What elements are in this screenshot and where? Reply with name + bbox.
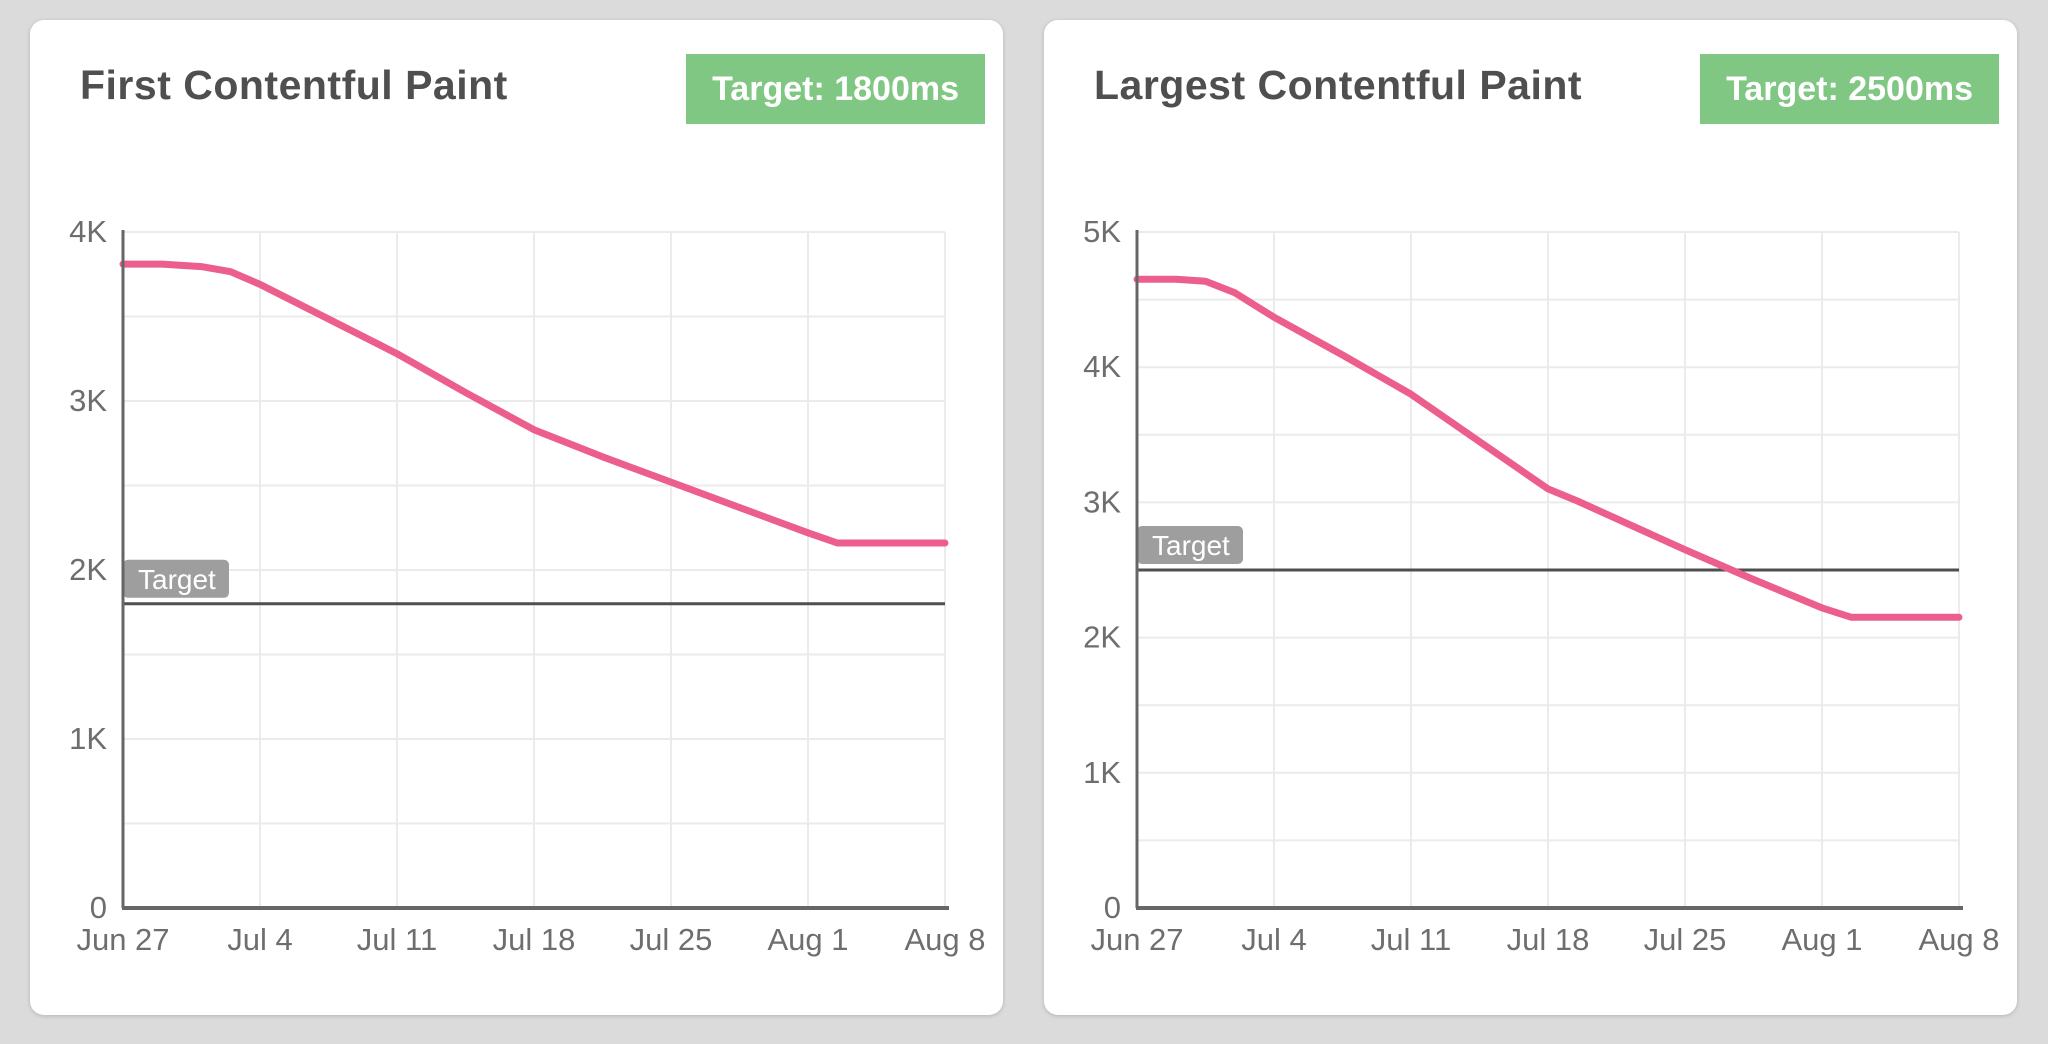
target-label-text: Target [138, 564, 216, 595]
y-axis-tick-label: 4K [69, 214, 107, 249]
x-axis-tick-label: Aug 1 [767, 922, 848, 957]
x-axis-tick-label: Jul 18 [1507, 922, 1590, 957]
y-axis-tick-label: 0 [1104, 890, 1121, 925]
x-axis-tick-label: Jul 11 [1371, 922, 1451, 957]
x-axis-tick-label: Aug 1 [1781, 922, 1862, 957]
x-axis-tick-label: Jul 4 [227, 922, 292, 957]
fcp-line-chart: Target 0 1K 2K 3K 4K Jun 27 Jul 4 Jul 11 Jul 18 Ju… [30, 135, 1003, 1015]
chart-svg: Target 0 1K 2K 3K 4K 5K Jun 27 Jul 4 Jul 11 Jul 18… [1083, 214, 1999, 957]
y-axis-tick-label: 2K [69, 552, 107, 587]
fcp-card-header: First Contentful Paint Target: 1800ms [30, 20, 1003, 135]
lcp-card: Largest Contentful Paint Target: 2500ms … [1044, 20, 2017, 1015]
target-label-text: Target [1152, 530, 1230, 561]
series-line [1133, 275, 1963, 621]
y-axis-tick-label: 4K [1083, 349, 1121, 384]
x-axis-tick-label: Aug 8 [1918, 922, 1999, 957]
target-label-chip [123, 559, 229, 598]
series-line [119, 260, 949, 547]
fcp-card-title: First Contentful Paint [80, 62, 508, 108]
y-axis-tick-label: 5K [1083, 214, 1121, 249]
x-axis-tick-label: Jul 11 [357, 922, 437, 957]
y-axis-tick-label: 3K [1083, 484, 1121, 519]
y-axis-tick-label: 1K [1083, 755, 1121, 790]
target-label-chip [1137, 526, 1243, 564]
x-axis-tick-label: Jul 4 [1241, 922, 1306, 957]
x-axis-tick-label: Jul 18 [493, 922, 576, 957]
lcp-card-title: Largest Contentful Paint [1094, 62, 1583, 108]
x-axis-tick-label: Aug 8 [904, 922, 985, 957]
x-axis-tick-label: Jun 27 [1090, 922, 1183, 957]
lcp-line-chart: Target 0 1K 2K 3K 4K 5K Jun 27 Jul 4 Jul 11 Jul 18… [1044, 135, 2017, 1015]
y-axis-tick-label: 3K [69, 383, 107, 418]
y-axis-tick-label: 2K [1083, 620, 1121, 655]
y-axis-tick-label: 1K [69, 721, 107, 756]
fcp-target-badge: Target: 1800ms [686, 54, 985, 124]
y-axis-tick-label: 0 [90, 890, 107, 925]
chart-svg: Target 0 1K 2K 3K 4K Jun 27 Jul 4 Jul 11 Jul 18 Ju… [69, 214, 985, 957]
lcp-card-header: Largest Contentful Paint Target: 2500ms [1044, 20, 2017, 135]
lcp-target-badge: Target: 2500ms [1700, 54, 1999, 124]
x-axis-tick-label: Jul 25 [630, 922, 713, 957]
fcp-card: First Contentful Paint Target: 1800ms Ta… [30, 20, 1003, 1015]
x-axis-tick-label: Jun 27 [76, 922, 169, 957]
x-axis-tick-label: Jul 25 [1644, 922, 1727, 957]
